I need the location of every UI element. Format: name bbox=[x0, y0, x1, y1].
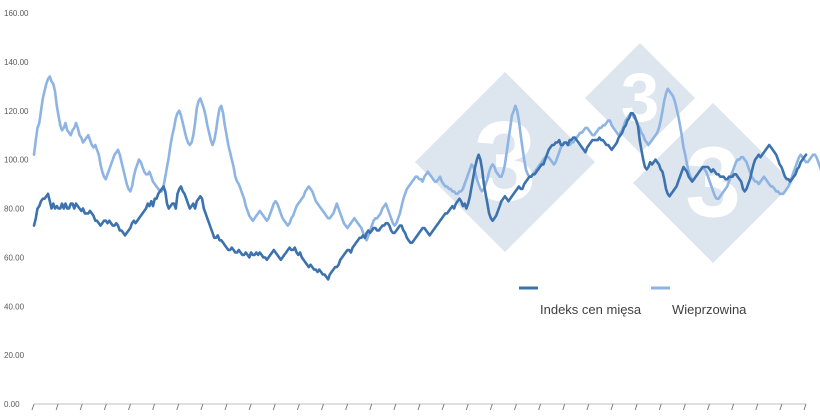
legend: Indeks cen mięsa Wieprzowina bbox=[519, 286, 747, 317]
x-tick bbox=[465, 403, 469, 411]
x-tick bbox=[296, 403, 300, 411]
y-tick-label: 140.00 bbox=[4, 58, 29, 67]
x-tick bbox=[441, 403, 445, 411]
x-tick bbox=[538, 403, 542, 411]
x-tick bbox=[682, 403, 686, 411]
y-tick-label: 160.00 bbox=[4, 9, 29, 18]
y-tick-label: 100.00 bbox=[4, 156, 29, 165]
x-tick bbox=[79, 403, 83, 411]
x-tick bbox=[200, 403, 204, 411]
x-tick bbox=[224, 403, 228, 411]
x-tick bbox=[248, 403, 252, 411]
y-tick-label: 60.00 bbox=[4, 253, 25, 262]
x-tick bbox=[55, 403, 59, 411]
x-tick bbox=[514, 403, 517, 411]
x-tick bbox=[803, 403, 807, 411]
y-tick-label: 120.00 bbox=[4, 107, 29, 116]
y-tick-label: 0.00 bbox=[4, 400, 20, 409]
x-tick bbox=[586, 403, 590, 411]
x-tick bbox=[755, 403, 759, 411]
series-line-1 bbox=[32, 111, 808, 281]
y-tick-label: 80.00 bbox=[4, 205, 25, 214]
series-line-2 bbox=[32, 75, 820, 242]
x-tick bbox=[369, 403, 373, 411]
watermark-tile-3 bbox=[633, 103, 793, 263]
x-tick bbox=[128, 403, 131, 411]
x-tick bbox=[103, 403, 107, 411]
series-layer bbox=[32, 75, 820, 281]
x-tick bbox=[393, 403, 397, 411]
x-tick bbox=[731, 403, 735, 411]
legend-label-2: Wieprzowina bbox=[672, 302, 747, 317]
x-tick bbox=[658, 403, 662, 411]
x-tick bbox=[562, 403, 566, 411]
watermark-logo: 333 bbox=[415, 43, 793, 263]
x-tick bbox=[610, 403, 614, 411]
x-tick bbox=[152, 403, 156, 411]
x-tick bbox=[779, 403, 783, 411]
x-tick bbox=[489, 403, 493, 411]
y-tick-label: 20.00 bbox=[4, 351, 25, 360]
x-tick bbox=[272, 403, 276, 411]
x-tick bbox=[345, 403, 349, 411]
x-tick bbox=[417, 403, 421, 411]
x-tick bbox=[707, 403, 710, 411]
x-tick bbox=[176, 403, 180, 411]
x-tick bbox=[321, 403, 324, 411]
x-tick bbox=[31, 403, 35, 411]
x-tick bbox=[634, 403, 638, 411]
legend-label-1: Indeks cen mięsa bbox=[540, 302, 642, 317]
x-axis bbox=[31, 403, 807, 411]
watermark-glyph-3: 3 bbox=[685, 127, 741, 239]
y-tick-label: 40.00 bbox=[4, 302, 25, 311]
y-axis: 0.00 20.00 40.00 60.00 80.00 100.00 120.00 140.… bbox=[4, 9, 29, 409]
